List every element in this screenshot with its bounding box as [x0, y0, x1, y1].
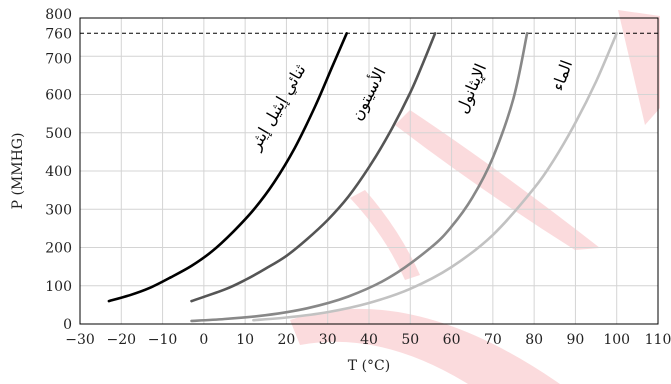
- x-axis-title: T (°C): [348, 358, 390, 374]
- series-lines: [107, 31, 618, 323]
- x-tick-labels: −30 −20 −10 0 10 20 30 40 50 60 70 80 90 100 110: [65, 332, 671, 348]
- y-tick-label: 500: [45, 126, 72, 142]
- x-tick-label: 50: [401, 332, 419, 348]
- x-tick-label: −20: [107, 332, 137, 348]
- watermark-logo: [290, 10, 660, 384]
- x-tick-label: 100: [603, 332, 630, 348]
- x-tick-label: 0: [199, 332, 208, 348]
- watermark-shape: [618, 10, 660, 125]
- y-tick-label: 300: [45, 202, 72, 218]
- watermark-shape: [350, 190, 420, 280]
- y-tick-label: 600: [45, 88, 72, 104]
- y-tick-label: 700: [45, 51, 72, 67]
- x-tick-label: 110: [645, 332, 671, 348]
- y-tick-label: 0: [63, 317, 72, 333]
- y-tick-label: 800: [45, 7, 72, 23]
- y-tick-label: 200: [45, 241, 72, 257]
- x-tick-label: 20: [278, 332, 296, 348]
- series-label-water: الماء: [548, 58, 576, 94]
- x-tick-label: 30: [319, 332, 337, 348]
- series-line-diethyl-ether: [107, 31, 348, 303]
- x-tick-label: 10: [236, 332, 254, 348]
- x-tick-label: 60: [443, 332, 461, 348]
- series-label-ethanol: الإيثانول: [452, 61, 491, 117]
- y-tick-label: 400: [45, 164, 72, 180]
- x-tick-label: 40: [360, 332, 378, 348]
- series-line-acetone: [190, 31, 437, 303]
- plot-frame: [79, 17, 659, 325]
- x-tick-label: 90: [567, 332, 585, 348]
- y-tick-labels: 0 100 200 300 400 500 600 700 760 800: [45, 7, 72, 333]
- watermark-shape: [290, 308, 560, 384]
- watermark-shape: [395, 110, 600, 250]
- series-label-diethyl-ether: ثنائي إيثيل إيثر: [245, 61, 310, 154]
- x-tick-label: 70: [484, 332, 502, 348]
- y-tick-label: 760: [45, 26, 72, 42]
- x-tick-label: −30: [65, 332, 95, 348]
- y-tick-label: 100: [45, 279, 72, 295]
- x-tick-label: −10: [148, 332, 178, 348]
- series-line-ethanol: [190, 31, 529, 323]
- series-label-acetone: الأسيتون: [346, 64, 390, 124]
- series-line-water: [252, 31, 618, 322]
- y-axis-title: P (MMHG): [10, 133, 26, 210]
- x-tick-label: 80: [525, 332, 543, 348]
